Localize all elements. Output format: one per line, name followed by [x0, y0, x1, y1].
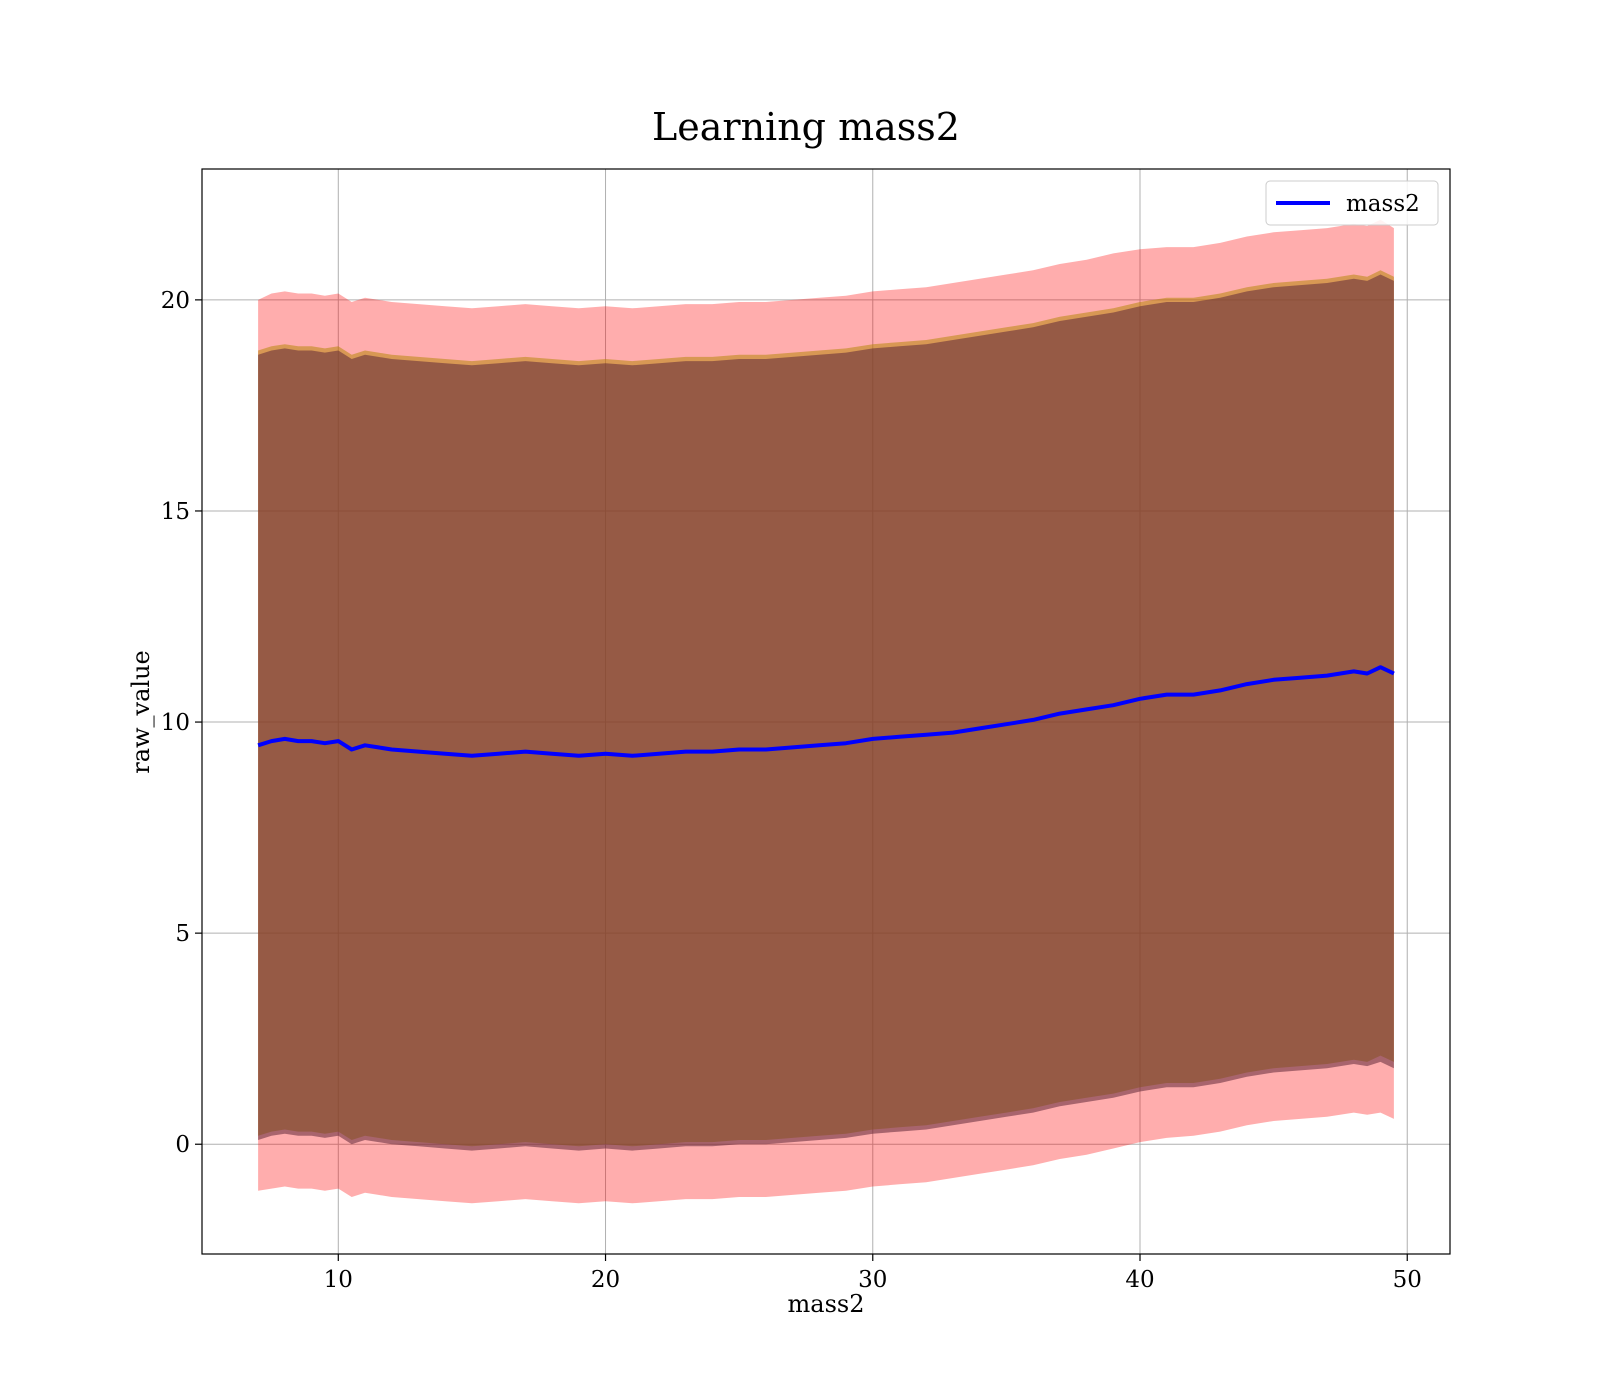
legend-box [1265, 180, 1439, 226]
axis-ticks: 10 20 30 40 50 0 5 10 15 20 [161, 288, 1422, 1293]
x-tick-label-20: 20 [591, 1267, 620, 1293]
y-tick-label-10: 10 [161, 710, 190, 736]
legend-label-mass2: mass2 [1346, 191, 1420, 217]
y-tick-label-0: 0 [175, 1132, 190, 1158]
series-lines [257, 665, 1395, 758]
x-tick-label-40: 40 [1125, 1267, 1154, 1293]
series-line-mass2 [257, 665, 1395, 758]
x-tick-label-30: 30 [858, 1267, 887, 1293]
y-tick-label-20: 20 [161, 288, 190, 314]
plot-frame [201, 168, 1451, 1255]
legend: mass2 [1265, 180, 1439, 226]
confidence-bands [258, 219, 1394, 1204]
x-axis-label: mass2 [788, 1290, 865, 1318]
inner-band [258, 274, 1394, 1151]
y-tick-label-15: 15 [161, 499, 190, 525]
y-axis-label: raw_value [127, 650, 155, 774]
x-tick-label-50: 50 [1393, 1267, 1422, 1293]
x-tick-label-10: 10 [324, 1267, 353, 1293]
chart-title: Learning mass2 [652, 105, 960, 149]
y-tick-label-5: 5 [175, 921, 190, 947]
